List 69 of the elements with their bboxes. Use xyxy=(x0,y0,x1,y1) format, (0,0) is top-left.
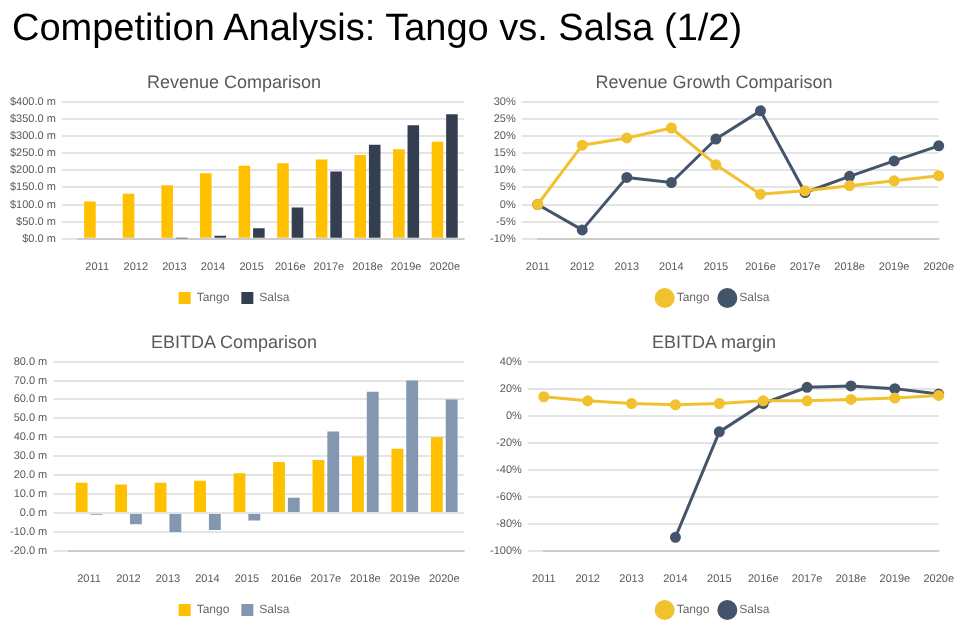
bar xyxy=(445,399,458,512)
bar xyxy=(238,165,251,238)
bar xyxy=(430,437,443,512)
bar xyxy=(368,144,381,238)
bar xyxy=(154,482,167,512)
point xyxy=(933,170,945,182)
bar xyxy=(406,380,419,512)
bar xyxy=(129,513,142,525)
bar xyxy=(352,456,364,512)
text: Competition Analysis: Tango vs. Salsa (1/2) xyxy=(12,8,743,52)
bar xyxy=(366,391,379,512)
bar xyxy=(253,228,265,238)
point xyxy=(889,383,901,395)
point xyxy=(713,397,725,409)
point xyxy=(889,392,901,404)
point xyxy=(582,395,594,407)
bar xyxy=(312,459,325,512)
point xyxy=(710,133,722,145)
bar xyxy=(354,155,367,238)
bar xyxy=(315,159,328,238)
bar xyxy=(407,125,420,238)
point xyxy=(844,170,856,182)
bar xyxy=(277,163,289,238)
chart-title: EBITDA margin xyxy=(651,331,777,352)
point xyxy=(710,159,722,171)
chart-title: Revenue Growth Comparison xyxy=(595,71,833,92)
point xyxy=(845,393,857,405)
point xyxy=(888,175,900,187)
point xyxy=(933,140,945,152)
chart-title: EBITDA Comparison xyxy=(150,331,318,352)
bar xyxy=(446,114,458,238)
point xyxy=(888,155,900,167)
bar xyxy=(273,461,285,512)
point xyxy=(754,105,766,117)
bar xyxy=(431,141,444,238)
bar xyxy=(248,513,261,521)
point xyxy=(669,399,681,411)
point xyxy=(576,139,588,151)
bar xyxy=(199,173,212,238)
point xyxy=(754,188,766,200)
point xyxy=(713,426,725,438)
bar xyxy=(161,185,173,238)
point xyxy=(538,391,550,403)
point xyxy=(665,122,677,134)
bar xyxy=(393,149,405,238)
bar xyxy=(75,482,88,512)
bar xyxy=(287,497,300,512)
bar xyxy=(122,193,135,238)
bar xyxy=(84,201,96,238)
point xyxy=(845,380,857,392)
point xyxy=(669,531,681,543)
point xyxy=(621,171,633,183)
point xyxy=(801,381,813,393)
bar xyxy=(233,473,246,512)
bar xyxy=(391,448,404,512)
bar xyxy=(327,431,340,512)
bar xyxy=(194,480,206,512)
point xyxy=(801,395,813,407)
bar xyxy=(169,513,182,532)
point xyxy=(626,397,638,409)
chart-title: Revenue Comparison xyxy=(146,71,322,92)
bar xyxy=(330,171,342,238)
point xyxy=(844,180,856,192)
point xyxy=(576,224,588,236)
point xyxy=(665,177,677,189)
bar xyxy=(115,484,128,512)
bar xyxy=(291,207,304,238)
point xyxy=(621,132,633,144)
bar xyxy=(208,513,221,530)
